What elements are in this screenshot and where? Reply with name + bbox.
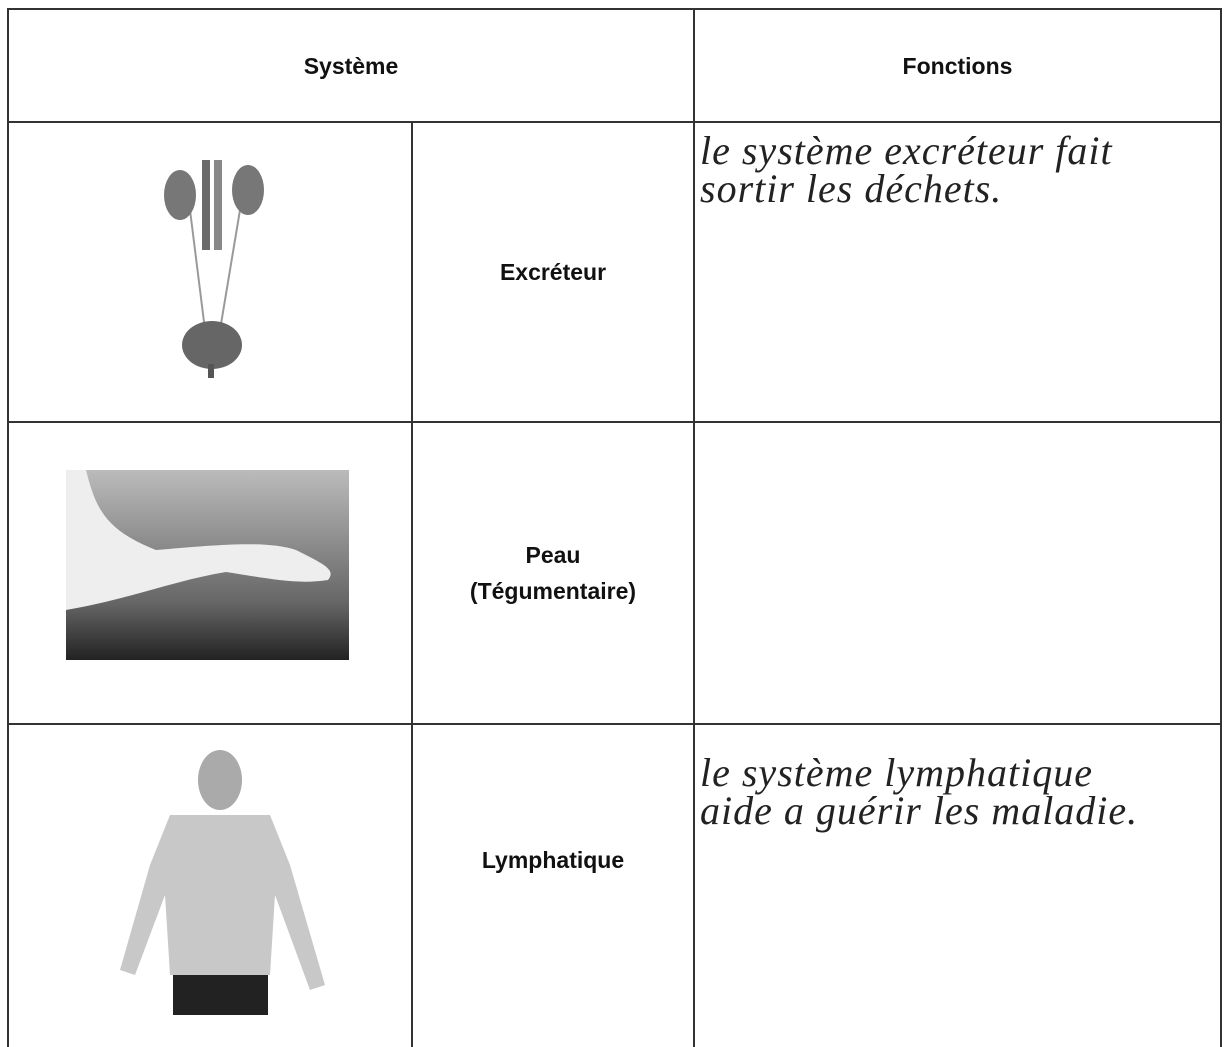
system-name: (Tégumentaire) (469, 578, 637, 604)
header-cell: Fonctions (695, 10, 1220, 121)
lymphatic-photo (120, 750, 325, 1015)
table-border (411, 121, 413, 1047)
header-text: Fonctions (902, 52, 1013, 79)
table-border (7, 121, 1222, 123)
skin-photo (66, 470, 349, 660)
table-border (693, 8, 695, 1047)
header-cell: Système (9, 10, 693, 121)
handwriting-line: aide a guérir les maladie. (700, 788, 1139, 833)
system-name: Excréteur (499, 259, 607, 285)
table-border (7, 421, 1222, 423)
handwriting-line: le système lymphatique (700, 750, 1093, 795)
handwriting: le système lymphatique aide a guérir les … (700, 750, 1139, 833)
system-cell: Excréteur (413, 123, 693, 421)
table-border (7, 723, 1222, 725)
system-cell: Lymphatique (413, 725, 693, 995)
handwriting-line: sortir les déchets. (700, 166, 1003, 211)
handwriting: le système excréteur fait sortir les déch… (700, 128, 1113, 211)
handwriting-line: le système excréteur fait (700, 128, 1113, 173)
table-border (7, 8, 9, 1047)
kidney-illustration (164, 160, 264, 378)
header-text: Système (303, 52, 399, 79)
system-name: Peau (525, 542, 581, 568)
table-border (7, 8, 1222, 10)
system-name: Lymphatique (481, 847, 625, 873)
system-cell: Peau (Tégumentaire) (413, 423, 693, 723)
table-border (1220, 8, 1222, 1047)
